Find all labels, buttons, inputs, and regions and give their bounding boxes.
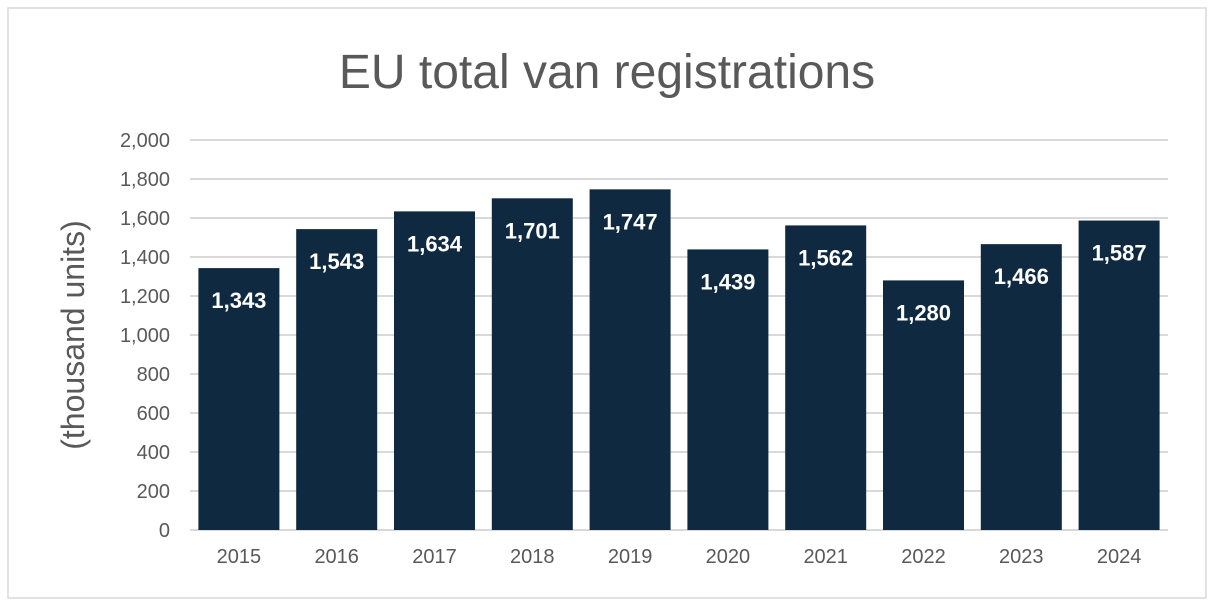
data-label: 1,747 [603,209,658,234]
bar-2015 [198,268,280,530]
x-tick-label: 2015 [217,546,262,568]
bar-2017 [394,211,475,530]
y-tick-label: 0 [159,520,170,542]
data-label: 1,634 [407,231,463,256]
y-axis-ticks: 0 200 400 600 800 1,000 1,200 1,400 1,600 1,800 2,… [120,130,170,542]
bar-2019 [589,189,671,530]
data-label: 1,343 [211,288,266,313]
x-tick-label: 2022 [901,546,946,568]
bar-2023 [980,244,1062,530]
y-tick-label: 400 [137,442,170,464]
y-tick-label: 600 [137,403,170,425]
x-tick-label: 2021 [803,546,848,568]
y-axis-label: (thousand units) [55,220,91,449]
data-label: 1,587 [1092,241,1147,266]
y-tick-label: 1,000 [120,325,170,347]
x-tick-label: 2020 [706,546,751,568]
y-tick-label: 1,200 [120,286,170,308]
data-label: 1,466 [994,264,1049,289]
data-label: 1,439 [700,269,755,294]
x-tick-label: 2024 [1097,546,1142,568]
x-tick-label: 2017 [412,546,457,568]
y-tick-label: 1,800 [120,169,170,191]
y-tick-label: 2,000 [120,130,170,152]
y-tick-label: 1,400 [120,247,170,269]
bar-2020 [687,249,769,530]
y-tick-label: 1,600 [120,208,170,230]
y-tick-label: 200 [137,481,170,503]
x-axis-ticks: 2015 2016 2017 2018 2019 2020 2021 2022 2023 2024 [217,546,1142,568]
data-label: 1,543 [309,249,364,274]
x-tick-label: 2018 [510,546,555,568]
data-label: 1,701 [505,218,560,243]
bar-2024 [1078,220,1160,530]
bar-2021 [785,225,867,530]
bar-2016 [296,229,378,531]
bars: 1,343 1,543 1,634 1,701 1,747 1,439 1,562 1,280… [198,189,1160,531]
bar-2022 [883,280,964,530]
bar-2018 [491,198,573,530]
y-tick-label: 800 [137,364,170,386]
data-label: 1,280 [896,300,951,325]
x-tick-label: 2019 [608,546,653,568]
x-tick-label: 2016 [314,546,359,568]
x-tick-label: 2023 [999,546,1044,568]
data-label: 1,562 [798,245,853,270]
chart-title: EU total van registrations [339,46,875,99]
